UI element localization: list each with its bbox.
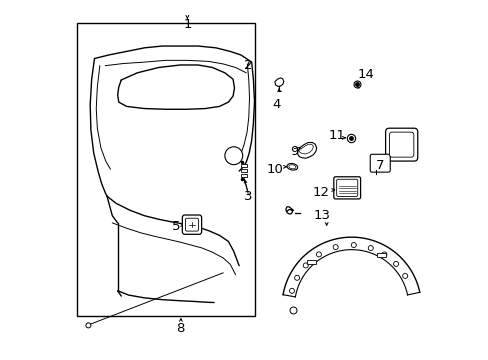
Circle shape xyxy=(86,323,91,328)
Text: 7: 7 xyxy=(375,159,384,172)
Circle shape xyxy=(393,261,398,266)
Ellipse shape xyxy=(288,165,295,169)
Text: 11: 11 xyxy=(328,129,345,142)
Text: 12: 12 xyxy=(312,186,329,199)
Text: 6: 6 xyxy=(404,131,412,144)
Polygon shape xyxy=(297,143,316,158)
Text: 3: 3 xyxy=(244,190,252,203)
Text: 1: 1 xyxy=(183,18,191,31)
Circle shape xyxy=(303,263,307,268)
Circle shape xyxy=(224,147,242,165)
Text: 9: 9 xyxy=(290,145,298,158)
Bar xyxy=(306,260,315,264)
Text: 5: 5 xyxy=(172,220,181,233)
Text: 14: 14 xyxy=(357,68,374,81)
Text: 4: 4 xyxy=(272,99,280,112)
Bar xyxy=(241,174,247,177)
Circle shape xyxy=(332,244,338,249)
Text: 10: 10 xyxy=(266,163,283,176)
FancyBboxPatch shape xyxy=(182,215,201,234)
Circle shape xyxy=(289,288,294,293)
FancyBboxPatch shape xyxy=(336,179,357,197)
FancyBboxPatch shape xyxy=(385,128,417,161)
Circle shape xyxy=(367,246,372,251)
Ellipse shape xyxy=(286,163,297,170)
Text: 8: 8 xyxy=(176,322,184,335)
Circle shape xyxy=(350,243,356,248)
Circle shape xyxy=(402,273,407,278)
FancyBboxPatch shape xyxy=(369,154,389,172)
FancyBboxPatch shape xyxy=(333,177,360,199)
Text: 2: 2 xyxy=(244,59,252,72)
Bar xyxy=(241,164,247,167)
Bar xyxy=(241,169,247,172)
Bar xyxy=(377,253,385,257)
Circle shape xyxy=(294,275,299,280)
Bar xyxy=(77,23,255,316)
Circle shape xyxy=(381,252,386,257)
Circle shape xyxy=(316,252,321,257)
Polygon shape xyxy=(274,78,283,86)
FancyBboxPatch shape xyxy=(389,132,413,157)
Text: 13: 13 xyxy=(313,209,330,222)
FancyBboxPatch shape xyxy=(185,218,198,231)
